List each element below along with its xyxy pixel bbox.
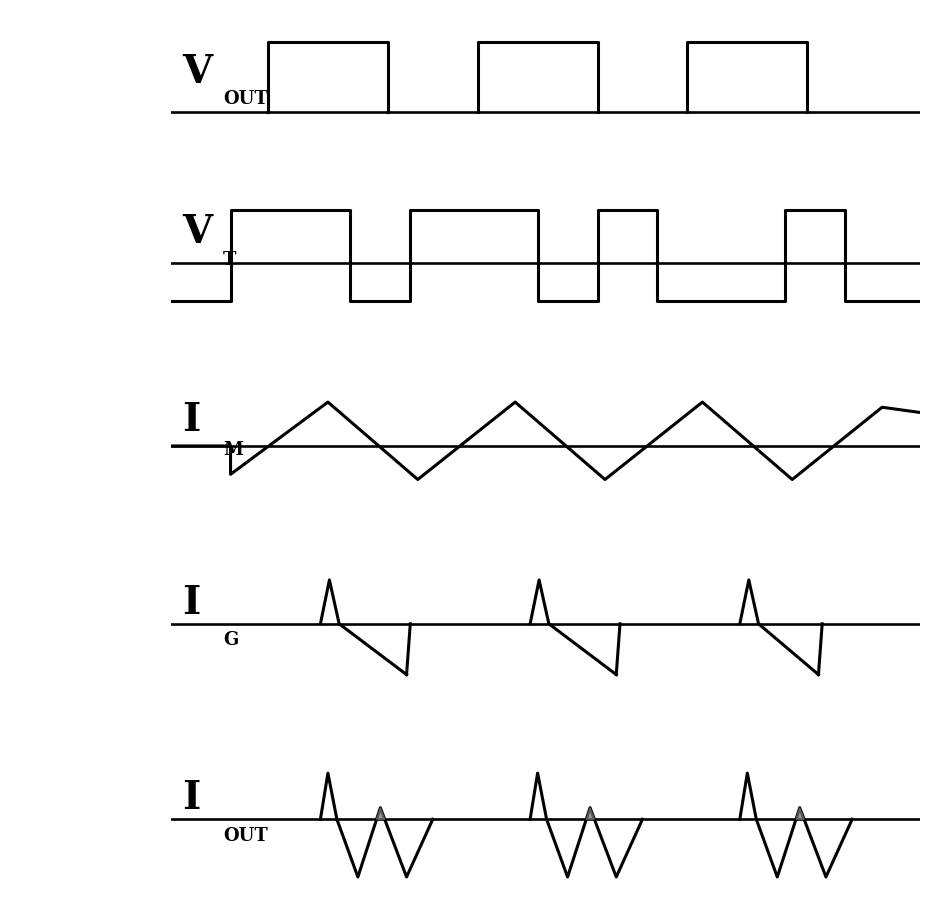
Text: G: G [223, 631, 238, 649]
Text: OUT: OUT [223, 827, 268, 845]
Text: I: I [182, 401, 200, 440]
Text: M: M [223, 442, 243, 459]
Text: V: V [182, 213, 212, 251]
Polygon shape [376, 808, 385, 819]
Polygon shape [796, 808, 804, 819]
Text: I: I [182, 780, 200, 817]
Text: V: V [182, 53, 212, 91]
Text: I: I [182, 584, 200, 622]
Polygon shape [586, 808, 594, 819]
Text: T: T [223, 251, 236, 268]
Text: OUT: OUT [223, 90, 268, 108]
